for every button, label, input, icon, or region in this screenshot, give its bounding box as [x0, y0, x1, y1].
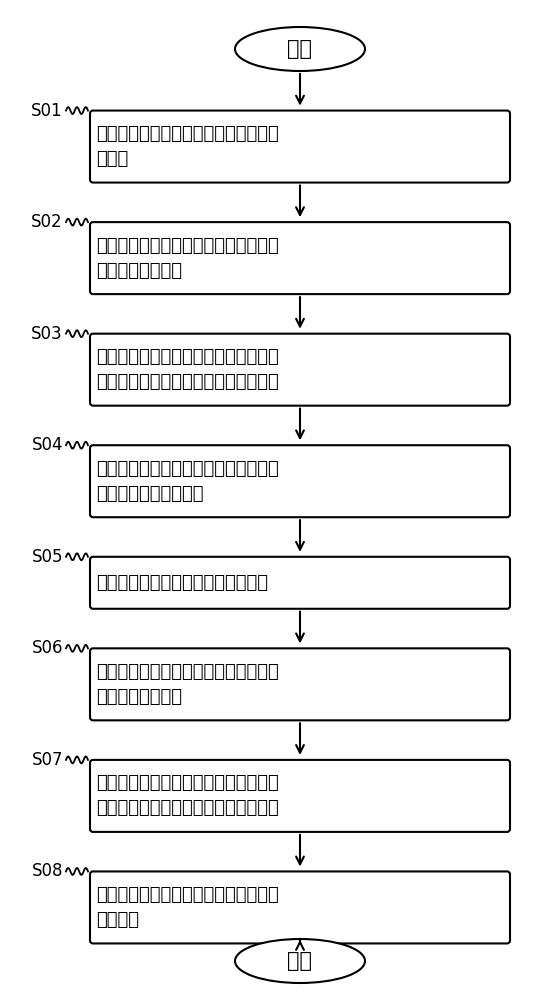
FancyBboxPatch shape [90, 648, 510, 720]
Text: S06: S06 [32, 639, 63, 657]
Text: 根据各第二接收点接收到的各第二搜寻
波以计算各第二接收点的第二通道容量: 根据各第二接收点接收到的各第二搜寻 波以计算各第二接收点的第二通道容量 [96, 774, 278, 817]
Text: 根据各第一接收点接收到的各第一搜寻
波以计算各第一接收点的第一通道容量: 根据各第一接收点接收到的各第一搜寻 波以计算各第一接收点的第一通道容量 [96, 348, 278, 391]
Ellipse shape [235, 939, 365, 983]
Text: S05: S05 [32, 548, 63, 566]
Text: 开始: 开始 [288, 39, 312, 59]
FancyBboxPatch shape [90, 760, 510, 832]
FancyBboxPatch shape [90, 445, 510, 517]
Text: S02: S02 [32, 213, 63, 231]
FancyBboxPatch shape [90, 334, 510, 406]
Text: 令天线设置点发出若干个第二搜寻波: 令天线设置点发出若干个第二搜寻波 [96, 574, 268, 592]
Text: 令机台内的若干个第二接收点的每一者
接收各第二搜寻波: 令机台内的若干个第二接收点的每一者 接收各第二搜寻波 [96, 663, 278, 706]
Text: 令机台内的若干个第一接收点的每一者
接收各第一搜寻波: 令机台内的若干个第一接收点的每一者 接收各第一搜寻波 [96, 237, 278, 280]
Ellipse shape [235, 27, 365, 71]
FancyBboxPatch shape [90, 222, 510, 294]
Text: S08: S08 [32, 862, 63, 880]
Text: 依据各第二接收点的各第二通道容量筛
选出噪点: 依据各第二接收点的各第二通道容量筛 选出噪点 [96, 886, 278, 929]
FancyBboxPatch shape [90, 111, 510, 183]
Text: S01: S01 [32, 102, 63, 120]
Text: S03: S03 [32, 325, 63, 343]
FancyBboxPatch shape [90, 557, 510, 609]
FancyBboxPatch shape [90, 871, 510, 943]
Text: 结束: 结束 [288, 951, 312, 971]
Text: 依据第一通道容量筛选出各第一接收点
中之一做为天线设置点: 依据第一通道容量筛选出各第一接收点 中之一做为天线设置点 [96, 460, 278, 503]
Text: S04: S04 [32, 436, 63, 454]
Text: S07: S07 [32, 751, 63, 769]
Text: 令机台外的外部发射点发出若干个第一
搜寻波: 令机台外的外部发射点发出若干个第一 搜寻波 [96, 125, 278, 168]
